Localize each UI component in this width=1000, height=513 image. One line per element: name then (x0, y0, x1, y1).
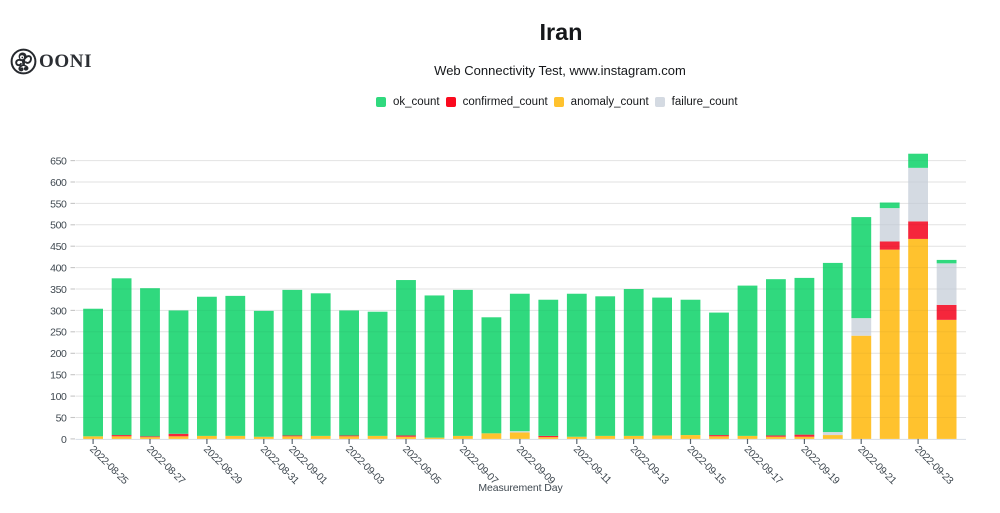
svg-text:2022-09-17: 2022-09-17 (742, 444, 785, 487)
svg-text:250: 250 (50, 327, 67, 339)
svg-text:650: 650 (50, 156, 67, 168)
svg-text:2022-09-09: 2022-09-09 (514, 444, 557, 487)
svg-text:2022-09-03: 2022-09-03 (343, 444, 386, 487)
svg-text:600: 600 (50, 177, 67, 189)
svg-text:200: 200 (50, 348, 67, 360)
svg-text:0: 0 (61, 434, 67, 446)
svg-text:2022-09-21: 2022-09-21 (855, 444, 898, 487)
svg-text:Measurement Day: Measurement Day (478, 482, 563, 494)
svg-text:100: 100 (50, 391, 67, 403)
svg-text:2022-09-15: 2022-09-15 (685, 444, 728, 487)
svg-text:350: 350 (50, 284, 67, 296)
svg-text:2022-09-11: 2022-09-11 (571, 444, 613, 486)
svg-text:50: 50 (56, 412, 67, 424)
svg-text:2022-09-13: 2022-09-13 (628, 444, 671, 487)
svg-text:2022-08-27: 2022-08-27 (144, 444, 187, 487)
svg-text:2022-08-29: 2022-08-29 (201, 444, 244, 487)
svg-text:2022-09-23: 2022-09-23 (912, 444, 955, 487)
svg-text:300: 300 (50, 305, 67, 317)
svg-text:500: 500 (50, 220, 67, 232)
svg-text:2022-09-05: 2022-09-05 (400, 444, 443, 487)
svg-text:150: 150 (50, 370, 67, 382)
svg-text:2022-09-19: 2022-09-19 (798, 444, 841, 487)
svg-text:550: 550 (50, 198, 67, 210)
svg-text:2022-09-07: 2022-09-07 (457, 444, 500, 487)
svg-text:450: 450 (50, 241, 67, 253)
svg-text:2022-08-25: 2022-08-25 (87, 444, 130, 487)
svg-text:400: 400 (50, 263, 67, 275)
